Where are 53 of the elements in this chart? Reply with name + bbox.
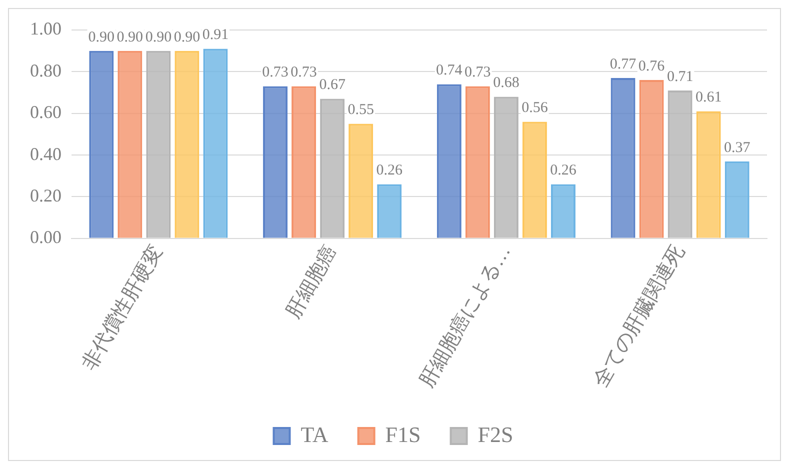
bar — [146, 50, 171, 238]
legend-label: F1S — [385, 422, 421, 447]
y-tick-label: 0.20 — [30, 185, 62, 206]
data-label: 0.56 — [522, 100, 548, 116]
bar — [436, 84, 462, 238]
y-tick-label: 0.60 — [30, 102, 62, 122]
data-label: 0.73 — [290, 64, 317, 81]
data-label: 0.68 — [493, 75, 520, 92]
data-label: 0.90 — [174, 29, 200, 46]
y-tick-label: 1.00 — [30, 18, 62, 39]
bar — [610, 78, 636, 238]
data-label: 0.61 — [695, 90, 722, 106]
x-tick-label: 非代償性肝硬変 — [77, 241, 168, 374]
bar — [522, 122, 547, 238]
bar — [550, 184, 576, 238]
data-label: 0.91 — [202, 27, 229, 44]
data-label: 0.76 — [638, 58, 666, 74]
bar — [348, 124, 374, 238]
bar — [263, 86, 288, 238]
data-label: 0.73 — [464, 64, 491, 81]
data-label: 0.55 — [348, 102, 374, 118]
legend-label: F2S — [478, 422, 514, 447]
bar — [292, 86, 316, 238]
data-label: 0.26 — [550, 162, 577, 179]
data-label: 0.90 — [88, 29, 115, 46]
bar — [377, 184, 402, 238]
y-tick-label: 0.80 — [30, 60, 62, 80]
data-label: 0.71 — [666, 68, 694, 85]
legend-label: TA — [300, 422, 328, 447]
bar — [696, 111, 721, 238]
bar — [89, 50, 114, 238]
bar — [174, 50, 200, 238]
x-tick-label: 肝細胞癌による… — [416, 242, 516, 392]
bar — [724, 161, 750, 238]
data-label: 0.77 — [610, 56, 637, 72]
y-tick-label: 0.40 — [30, 144, 62, 164]
data-label: 0.37 — [724, 140, 751, 156]
bar — [320, 98, 345, 238]
bar — [203, 48, 228, 238]
x-tick-label: 全ての肝臓関連死 — [590, 242, 689, 392]
data-label: 0.26 — [376, 162, 403, 179]
y-tick-label: 0.00 — [30, 227, 62, 248]
data-label: 0.67 — [319, 77, 346, 94]
x-tick-label: 肝細胞癌 — [282, 242, 342, 322]
bar — [494, 96, 518, 238]
data-label: 0.90 — [116, 29, 144, 46]
data-label: 0.90 — [145, 29, 172, 46]
data-label: 0.74 — [436, 62, 463, 79]
bar — [639, 80, 664, 238]
data-label: 0.73 — [262, 64, 288, 81]
bar — [465, 86, 490, 238]
bar — [668, 90, 692, 238]
bar — [118, 50, 142, 238]
